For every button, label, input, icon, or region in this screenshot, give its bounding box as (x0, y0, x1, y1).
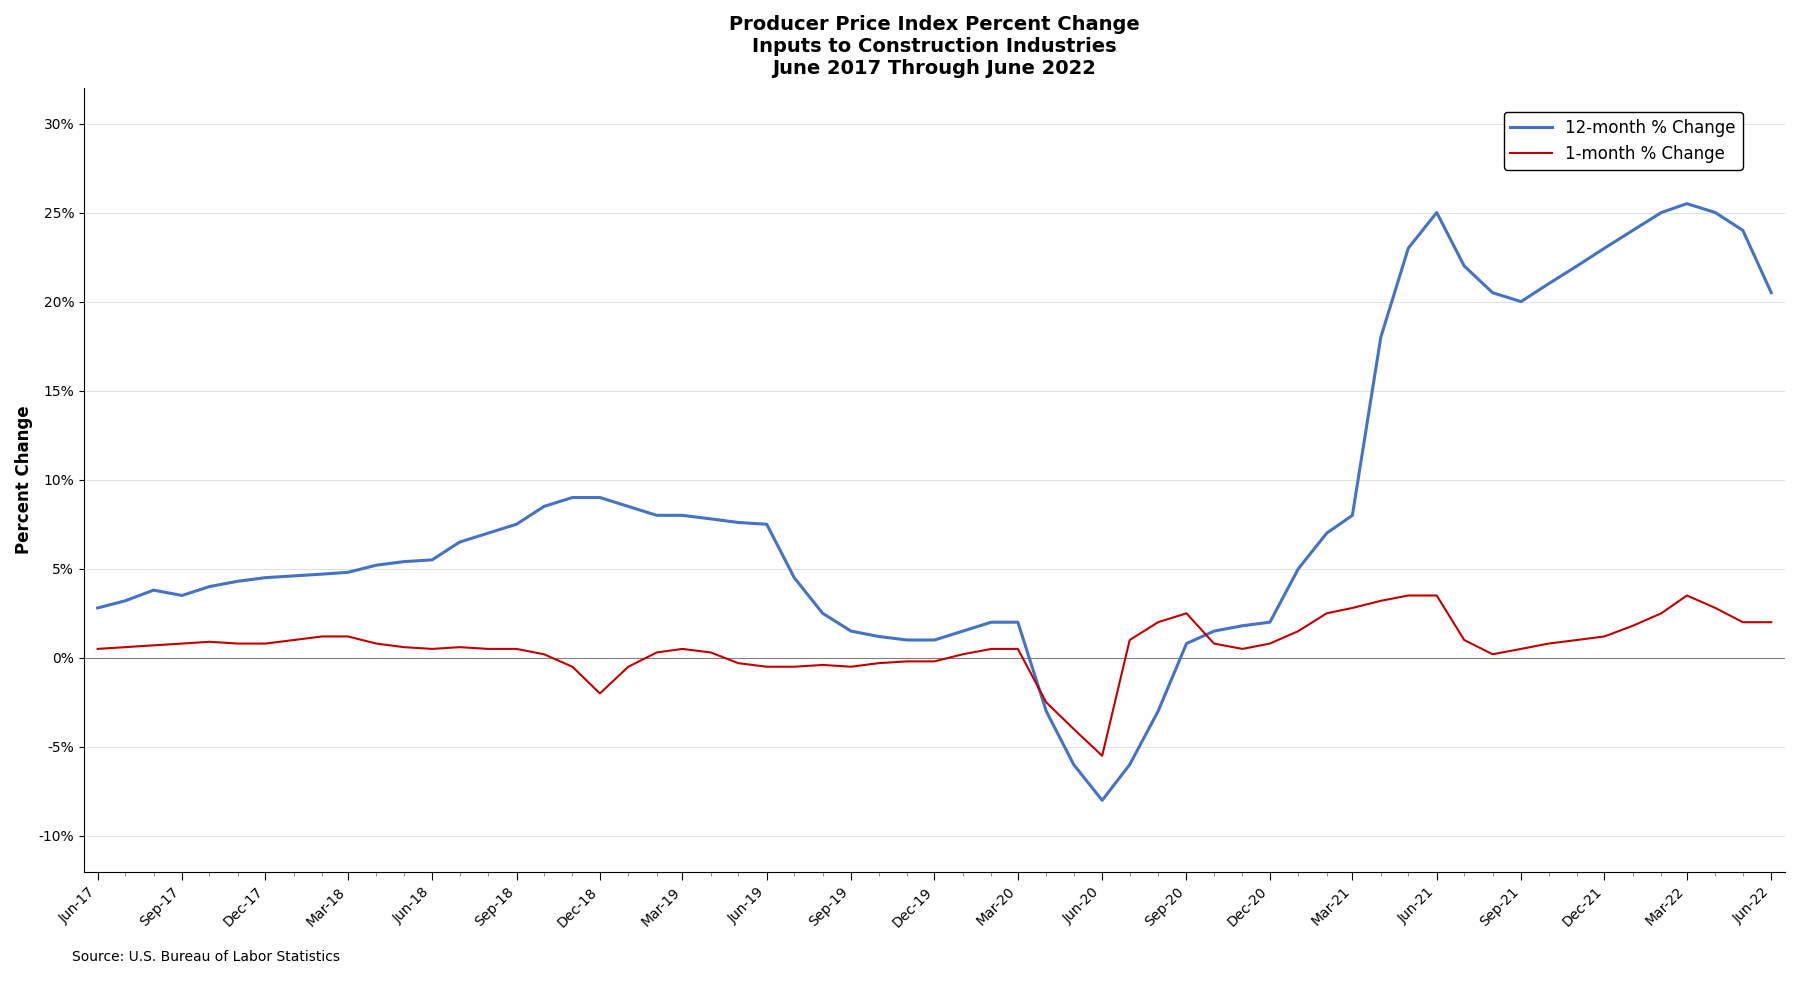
Legend: 12-month % Change, 1-month % Change: 12-month % Change, 1-month % Change (1503, 112, 1742, 169)
Title: Producer Price Index Percent Change
Inputs to Construction Industries
June 2017 : Producer Price Index Percent Change Inpu… (729, 15, 1139, 78)
Line: 12-month % Change: 12-month % Change (97, 204, 1771, 800)
Text: Source: U.S. Bureau of Labor Statistics: Source: U.S. Bureau of Labor Statistics (72, 951, 340, 964)
Line: 1-month % Change: 1-month % Change (97, 595, 1771, 756)
Y-axis label: Percent Change: Percent Change (14, 405, 32, 554)
